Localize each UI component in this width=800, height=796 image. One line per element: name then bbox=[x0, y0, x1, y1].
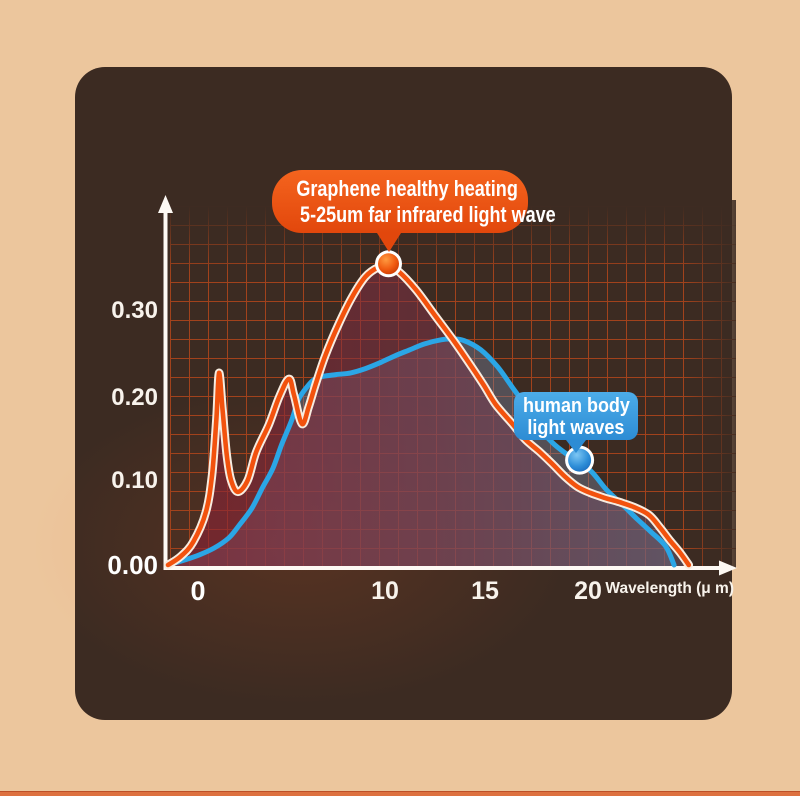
x-tick-15: 15 bbox=[471, 577, 499, 605]
human-body-callout-tail-icon bbox=[566, 440, 586, 453]
y-axis-arrow-icon bbox=[158, 195, 173, 213]
graphene-area-fill bbox=[168, 265, 689, 566]
x-tick-0: 0 bbox=[190, 576, 205, 606]
y-tick-0-20: 0.20 bbox=[111, 384, 158, 411]
x-tick-10: 10 bbox=[371, 577, 399, 605]
human-body-callout-bubble: human body light waves bbox=[514, 392, 638, 453]
graphene-callout-line2: 5-25um far infrared light wave bbox=[300, 202, 556, 227]
x-axis-title: Wavelength (μ m) bbox=[605, 580, 734, 597]
grid-right-fade bbox=[685, 200, 736, 568]
graphene-curve bbox=[165, 263, 692, 568]
x-tick-20: 20 bbox=[574, 577, 602, 605]
y-tick-0-10: 0.10 bbox=[111, 467, 158, 494]
y-tick-0-30: 0.30 bbox=[111, 297, 158, 324]
graphene-callout-line1: Graphene healthy heating bbox=[296, 176, 518, 201]
human-body-callout-line2: light waves bbox=[527, 417, 625, 439]
y-tick-0-00: 0.00 bbox=[107, 550, 158, 580]
bottom-section-divider bbox=[0, 791, 800, 796]
graphene-callout-bubble: Graphene healthy heating 5-25um far infr… bbox=[272, 170, 556, 252]
graphene-marker-dot bbox=[375, 250, 402, 278]
graphene-callout-tail-icon bbox=[377, 233, 401, 252]
human-body-callout-line1: human body bbox=[522, 395, 630, 417]
x-axis-arrow-icon bbox=[719, 560, 737, 576]
